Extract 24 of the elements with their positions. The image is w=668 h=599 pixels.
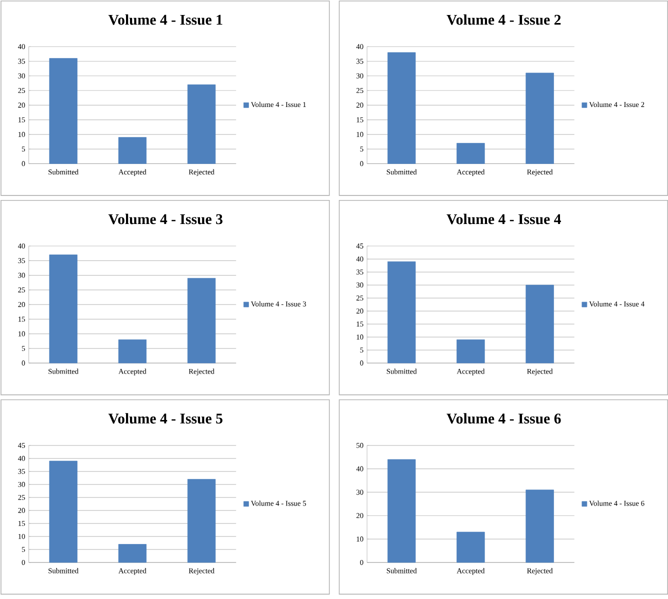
bar (118, 339, 147, 364)
bar (49, 460, 78, 563)
bar (456, 532, 485, 563)
bar (456, 142, 485, 164)
bar (388, 459, 416, 563)
bar (388, 261, 416, 364)
bar (187, 84, 216, 164)
bar (526, 72, 554, 164)
bar (526, 490, 554, 563)
bar (187, 478, 216, 563)
chart-title: Volume 4 - Issue 2 (446, 14, 561, 25)
bar (49, 254, 78, 364)
chart-title: Volume 4 - Issue 1 (108, 14, 222, 25)
bar (526, 284, 554, 364)
bar (456, 339, 485, 364)
bar (118, 137, 147, 164)
bar (49, 58, 78, 164)
bar (118, 544, 147, 563)
chart-title: Volume 4 - Issue 5 (108, 413, 222, 424)
bar (187, 278, 216, 364)
bar (388, 52, 416, 164)
chart-title: Volume 4 - Issue 3 (108, 214, 222, 224)
chart-title: Volume 4 - Issue 6 (446, 413, 561, 424)
chart-title: Volume 4 - Issue 4 (446, 214, 561, 224)
